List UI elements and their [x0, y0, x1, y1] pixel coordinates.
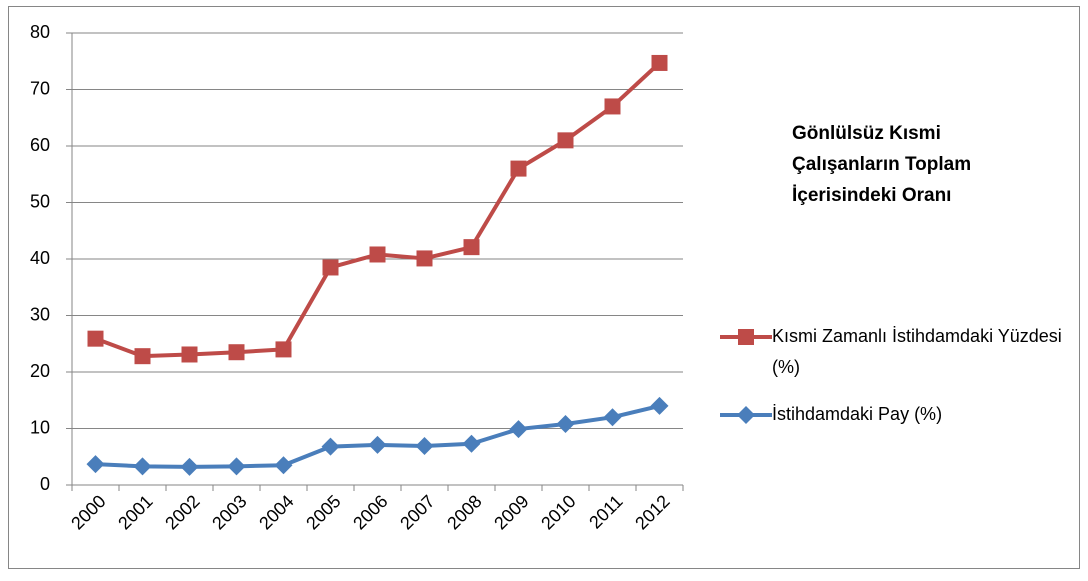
data-point: [415, 437, 434, 456]
y-tick-label: 50: [30, 191, 50, 211]
chart-title: Gönlülsüz Kısmi Çalışanların Toplam İçer…: [792, 123, 972, 206]
data-point: [275, 341, 292, 358]
x-tick-label: 2011: [585, 491, 627, 533]
data-point: [369, 246, 386, 263]
data-point: [181, 346, 198, 363]
x-tick-label: 2003: [208, 491, 250, 533]
y-tick-label: 60: [30, 135, 50, 155]
chart-border: [8, 6, 1080, 569]
x-tick-label: 2006: [349, 491, 391, 533]
data-point: [133, 457, 152, 476]
data-point: [462, 434, 481, 453]
data-point: [463, 239, 480, 256]
data-point: [180, 457, 199, 476]
data-point: [86, 455, 105, 474]
y-tick-label: 0: [40, 474, 50, 494]
x-tick-label: 2007: [396, 491, 438, 533]
legend-marker: [738, 329, 754, 345]
legend-label: Kısmi Zamanlı İstihdamdaki Yüzdesi (%): [772, 326, 1062, 377]
data-point: [322, 259, 339, 276]
y-tick-label: 30: [30, 304, 50, 324]
data-point: [604, 98, 621, 115]
data-point: [274, 456, 293, 475]
x-tick-label: 2008: [443, 491, 485, 533]
data-point: [603, 408, 622, 427]
x-tick-label: 2012: [631, 491, 673, 533]
x-tick-label: 2001: [114, 491, 156, 533]
data-point: [509, 420, 528, 439]
legend-label: İstihdamdaki Pay (%): [772, 404, 943, 424]
data-point: [228, 344, 245, 361]
x-tick-label: 2005: [302, 491, 344, 533]
data-point: [556, 414, 575, 433]
y-tick-label: 20: [30, 361, 50, 381]
data-point: [510, 160, 527, 177]
x-tick-label: 2004: [255, 491, 297, 533]
x-tick-label: 2010: [537, 491, 579, 533]
y-tick-label: 70: [30, 78, 50, 98]
x-tick-label: 2002: [161, 491, 203, 533]
data-point: [416, 250, 433, 267]
data-point: [368, 435, 387, 454]
data-point: [557, 132, 574, 149]
y-tick-label: 40: [30, 248, 50, 268]
data-point: [650, 396, 669, 415]
series-line: [94, 61, 661, 359]
x-tick-label: 2009: [490, 491, 532, 533]
data-point: [87, 330, 104, 347]
data-point: [321, 437, 340, 456]
y-tick-label: 10: [30, 417, 50, 437]
x-tick-label: 2000: [67, 491, 109, 533]
data-point: [227, 457, 246, 476]
data-point: [651, 54, 668, 71]
data-point: [134, 348, 151, 365]
legend-marker: [737, 406, 755, 424]
y-tick-label: 80: [30, 22, 50, 42]
